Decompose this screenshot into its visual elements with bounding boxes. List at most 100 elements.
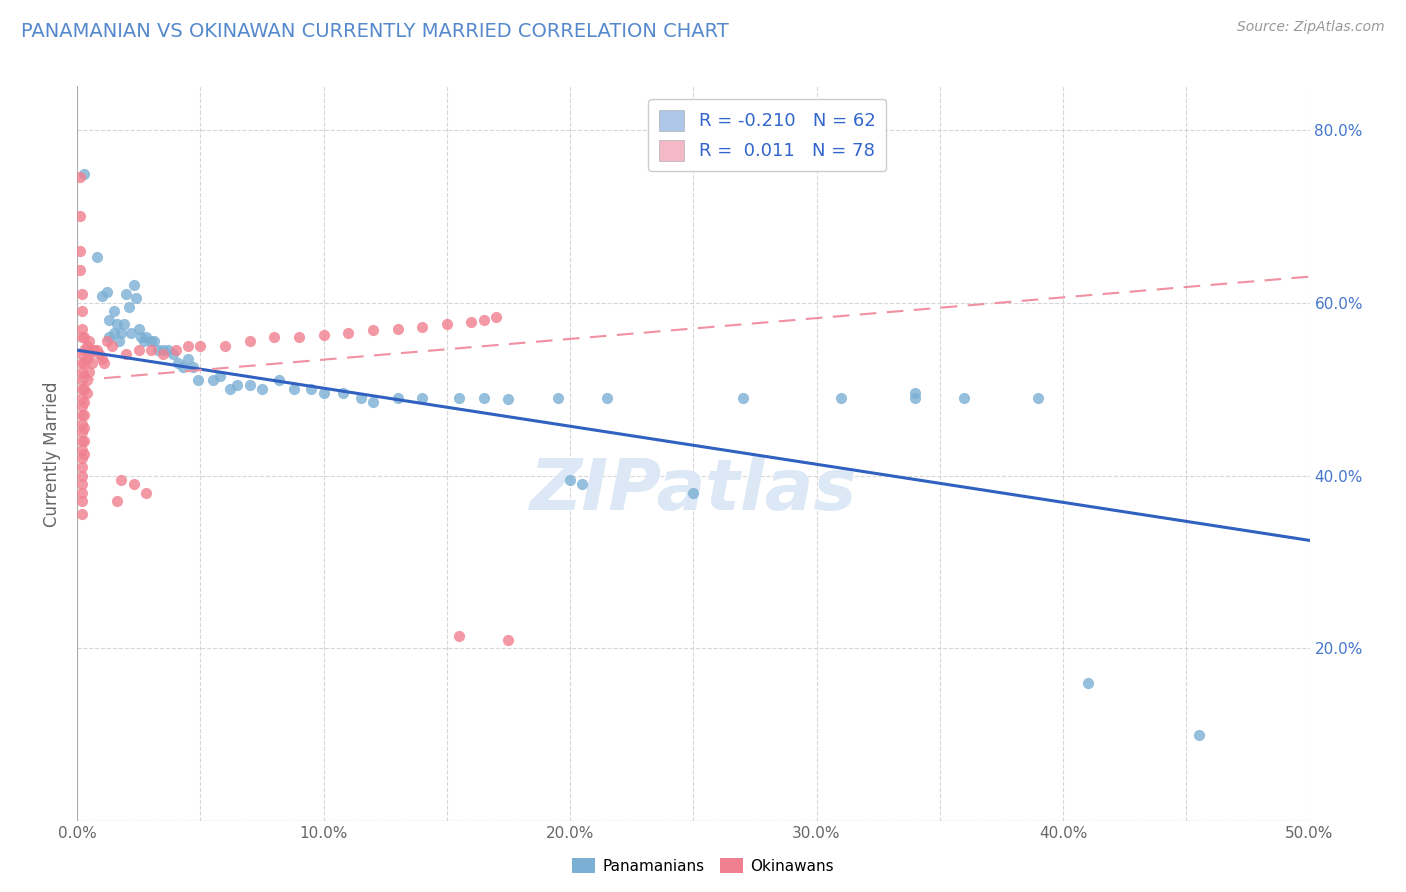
- Point: [152, 343, 174, 358]
- Point: [70, 417, 93, 431]
- Point: [80, 356, 103, 370]
- Point: [100, 339, 122, 353]
- Point: [1077, 676, 1099, 690]
- Y-axis label: Currently Married: Currently Married: [44, 381, 60, 526]
- Point: [70, 391, 93, 405]
- Point: [70, 382, 93, 396]
- Point: [110, 326, 132, 340]
- Point: [209, 369, 232, 384]
- Point: [73, 167, 96, 181]
- Point: [70, 508, 93, 522]
- Point: [129, 330, 152, 344]
- Point: [472, 313, 495, 327]
- Point: [86, 250, 108, 264]
- Point: [411, 319, 433, 334]
- Point: [73, 369, 96, 384]
- Point: [162, 347, 184, 361]
- Point: [98, 313, 121, 327]
- Point: [361, 395, 384, 409]
- Point: [472, 391, 495, 405]
- Point: [187, 373, 209, 387]
- Point: [70, 373, 93, 387]
- Point: [108, 334, 131, 349]
- Point: [73, 434, 96, 448]
- Point: [86, 343, 108, 358]
- Point: [70, 451, 93, 466]
- Point: [299, 382, 322, 396]
- Point: [96, 334, 118, 349]
- Point: [69, 170, 91, 185]
- Point: [70, 425, 93, 440]
- Point: [90, 288, 112, 302]
- Point: [70, 347, 93, 361]
- Point: [115, 287, 138, 301]
- Point: [219, 382, 242, 396]
- Point: [904, 386, 927, 401]
- Point: [558, 473, 581, 487]
- Point: [76, 373, 98, 387]
- Point: [96, 285, 118, 300]
- Point: [79, 347, 101, 361]
- Point: [70, 434, 93, 448]
- Point: [69, 262, 91, 277]
- Point: [349, 391, 371, 405]
- Point: [70, 356, 93, 370]
- Point: [283, 382, 305, 396]
- Point: [70, 477, 93, 491]
- Point: [76, 386, 98, 401]
- Point: [89, 347, 111, 361]
- Point: [103, 304, 125, 318]
- Point: [80, 343, 103, 358]
- Point: [387, 321, 409, 335]
- Point: [226, 377, 249, 392]
- Point: [128, 343, 150, 358]
- Point: [76, 351, 98, 366]
- Point: [69, 209, 91, 223]
- Point: [1187, 728, 1209, 742]
- Point: [73, 447, 96, 461]
- Point: [70, 321, 93, 335]
- Point: [135, 485, 157, 500]
- Point: [73, 343, 96, 358]
- Point: [904, 391, 927, 405]
- Text: PANAMANIAN VS OKINAWAN CURRENTLY MARRIED CORRELATION CHART: PANAMANIAN VS OKINAWAN CURRENTLY MARRIED…: [21, 22, 728, 41]
- Legend: R = -0.210   N = 62, R =  0.011   N = 78: R = -0.210 N = 62, R = 0.011 N = 78: [648, 99, 886, 171]
- Point: [128, 321, 150, 335]
- Point: [70, 485, 93, 500]
- Point: [70, 400, 93, 414]
- Point: [70, 408, 93, 422]
- Point: [122, 477, 145, 491]
- Point: [731, 391, 754, 405]
- Point: [682, 485, 704, 500]
- Point: [1028, 391, 1050, 405]
- Text: ZIPatlas: ZIPatlas: [530, 456, 858, 525]
- Point: [167, 356, 190, 370]
- Point: [165, 343, 187, 358]
- Point: [110, 473, 132, 487]
- Point: [83, 343, 105, 358]
- Point: [177, 351, 200, 366]
- Point: [387, 391, 409, 405]
- Point: [105, 494, 128, 508]
- Point: [132, 334, 155, 349]
- Point: [142, 334, 165, 349]
- Point: [157, 343, 180, 358]
- Point: [70, 330, 93, 344]
- Point: [201, 373, 224, 387]
- Point: [70, 287, 93, 301]
- Point: [70, 468, 93, 483]
- Point: [460, 315, 482, 329]
- Point: [436, 317, 458, 331]
- Point: [73, 330, 96, 344]
- Point: [148, 343, 170, 358]
- Point: [177, 339, 200, 353]
- Point: [73, 408, 96, 422]
- Point: [312, 328, 335, 343]
- Point: [73, 421, 96, 435]
- Point: [312, 386, 335, 401]
- Point: [498, 392, 520, 407]
- Point: [139, 334, 162, 349]
- Point: [103, 326, 125, 340]
- Point: [90, 351, 112, 366]
- Point: [70, 494, 93, 508]
